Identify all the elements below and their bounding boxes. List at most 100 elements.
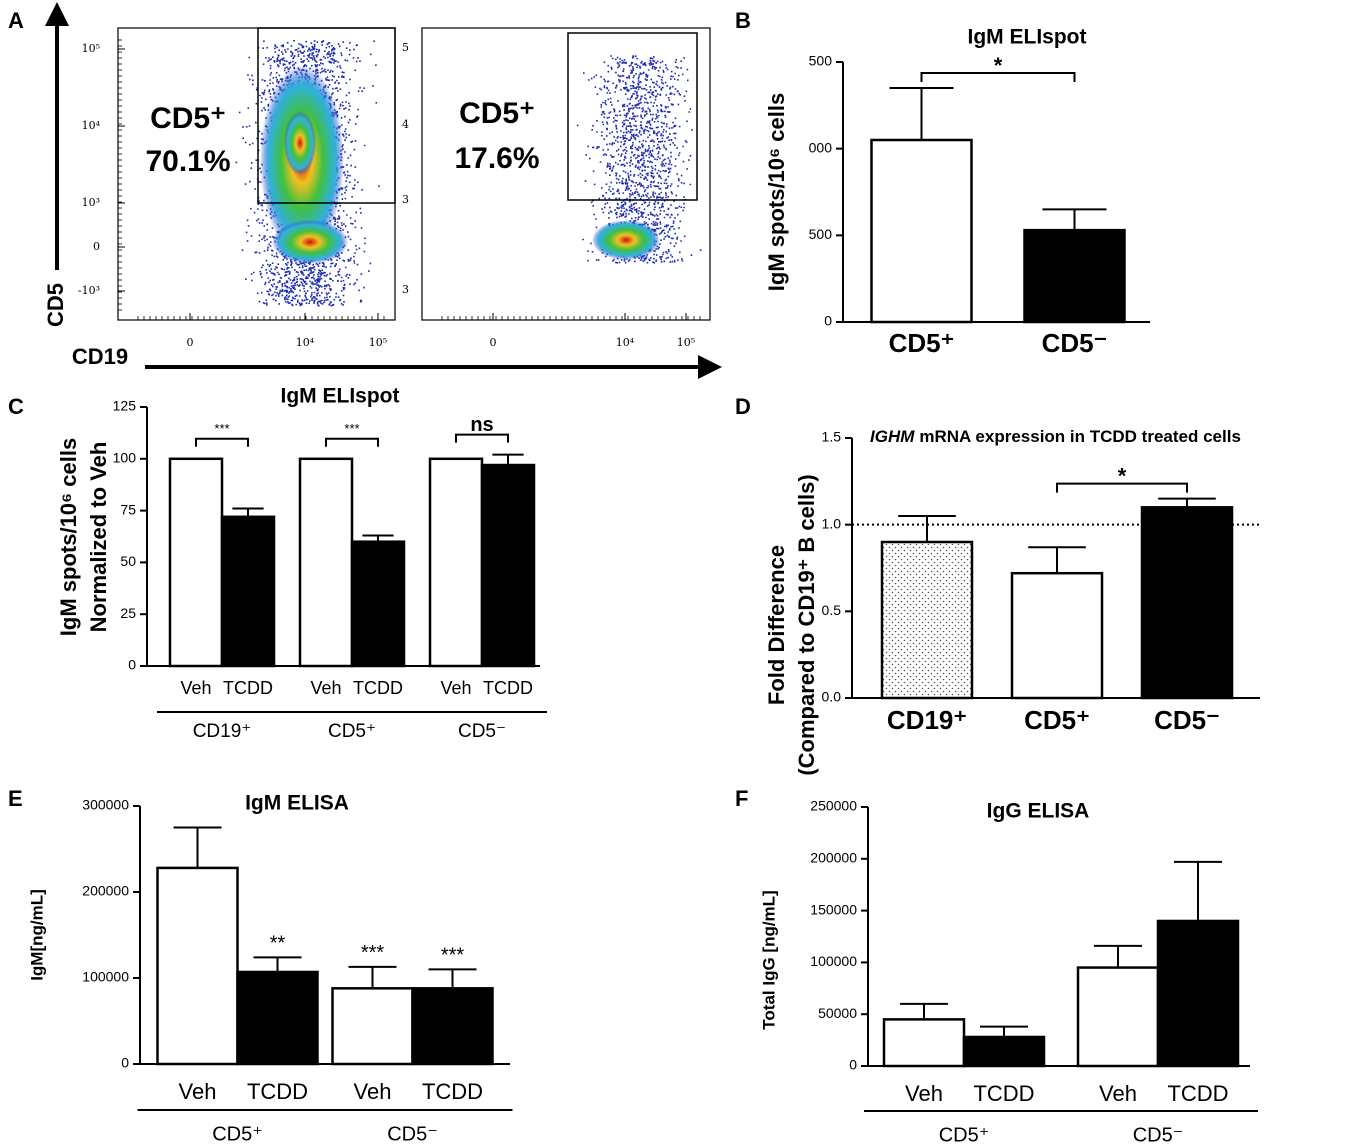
group-label: CD5⁺ xyxy=(328,721,376,742)
y-tick-fragment: 3 xyxy=(402,193,409,206)
x-tick-label: CD5⁻ xyxy=(1042,328,1108,358)
y-axis-label: IgM spots/10⁶ cells xyxy=(764,93,789,291)
y-tick-label: 0 xyxy=(128,657,136,673)
chart-title: IgM ELIspot xyxy=(281,385,400,408)
x-tick-label: TCDD xyxy=(483,678,533,698)
bar xyxy=(236,970,319,1066)
y-tick-label: 100000 xyxy=(810,953,857,969)
bar xyxy=(156,866,239,1066)
significance-label: *** xyxy=(214,421,229,436)
group-label: CD19⁺ xyxy=(193,721,252,742)
error-bar xyxy=(889,87,954,140)
significance-label: ** xyxy=(270,933,286,955)
y-tick-label: 500 xyxy=(809,53,833,69)
significance-label: * xyxy=(994,53,1003,78)
bar xyxy=(1010,571,1104,700)
y-tick-fragment: 4 xyxy=(402,118,409,131)
event-cloud xyxy=(576,55,702,264)
error-bar xyxy=(348,965,397,989)
bar xyxy=(870,138,973,324)
y-tick-label: 100 xyxy=(113,450,137,466)
title-text: mRNA expression in TCDD treated cells xyxy=(919,427,1241,446)
chart-title: IgM ELIspot xyxy=(968,26,1087,49)
bar xyxy=(1023,228,1126,324)
significance-bracket xyxy=(195,437,249,447)
error-bar xyxy=(492,453,524,466)
error-bar xyxy=(1094,944,1142,968)
title-gene: IGHM xyxy=(870,427,915,446)
y-tick-label: 100000 xyxy=(82,969,129,985)
y-axis-label: (Compared to CD19⁺ B cells) xyxy=(794,474,819,775)
x-tick-label: TCDD xyxy=(247,1079,308,1104)
y-tick-label: 0.0 xyxy=(822,689,842,705)
x-tick-label: TCDD xyxy=(973,1081,1034,1106)
y-axis-label: IgM[ng/mL] xyxy=(27,889,46,981)
x-tick-label: TCDD xyxy=(422,1079,483,1104)
y-tick-label: 75 xyxy=(120,501,136,517)
y-tick-label: 0 xyxy=(824,313,832,329)
bar xyxy=(350,540,406,668)
y-tick-label: 0 xyxy=(121,1055,129,1071)
y-tick-label: 10⁴ xyxy=(82,119,101,132)
x-tick-label: 0 xyxy=(490,336,497,349)
x-tick-label: CD5⁺ xyxy=(1024,705,1090,735)
y-tick-fragment: 5 xyxy=(402,41,409,54)
x-tick-label: 10⁴ xyxy=(616,336,635,349)
y-tick-label: 300000 xyxy=(82,797,129,813)
x-tick-label: 10⁵ xyxy=(677,336,695,349)
gate xyxy=(567,32,698,201)
x-axis-label: CD19 xyxy=(72,344,128,369)
group-label: CD5⁻ xyxy=(387,1123,438,1145)
y-tick-label: 150000 xyxy=(810,901,857,917)
density-hotspot xyxy=(592,220,660,260)
bar xyxy=(1076,966,1160,1068)
chart-title: IGHM mRNA expression in TCDD treated cell… xyxy=(870,427,1241,446)
error-bar xyxy=(980,1025,1028,1037)
x-tick-label: CD5⁺ xyxy=(889,328,955,358)
bar xyxy=(962,1035,1046,1068)
chart-title: IgG ELISA xyxy=(987,800,1090,823)
bar xyxy=(428,457,484,668)
x-tick-label: Veh xyxy=(440,678,471,698)
panel-label: E xyxy=(8,786,23,811)
x-tick-label: Veh xyxy=(180,678,211,698)
y-tick-label: 0 xyxy=(93,240,100,253)
y-tick-label: 50 xyxy=(120,553,136,569)
gate-percent: 17.6% xyxy=(454,142,539,175)
significance-label: ns xyxy=(470,414,493,436)
y-axis-label: Fold Difference xyxy=(764,545,789,705)
error-bar xyxy=(173,826,222,868)
density-hotspot xyxy=(272,220,348,264)
panel-label: A xyxy=(8,8,24,33)
x-tick-label: 0 xyxy=(187,336,194,349)
y-tick-label: 200000 xyxy=(82,883,129,899)
bar xyxy=(298,457,354,668)
panel-label: F xyxy=(735,786,748,811)
significance-label: *** xyxy=(344,421,359,436)
y-tick-label: 1.0 xyxy=(822,515,842,531)
x-tick-label: 10⁵ xyxy=(369,336,387,349)
y-tick-label: 1.5 xyxy=(822,429,842,445)
plot-frame xyxy=(117,27,396,321)
group-label: CD5⁺ xyxy=(939,1124,990,1146)
y-tick-label: 0 xyxy=(849,1057,857,1073)
y-axis-label: IgM spots/10⁶ cells xyxy=(56,438,81,636)
gate-label: CD5⁺ xyxy=(459,97,535,130)
bar xyxy=(480,463,536,668)
error-bar xyxy=(1028,546,1086,574)
group-label: CD5⁻ xyxy=(1133,1124,1184,1146)
panel-label: B xyxy=(735,8,751,33)
x-tick-label: TCDD xyxy=(223,678,273,698)
y-axis-label: CD5 xyxy=(43,283,68,327)
significance-label: * xyxy=(1118,463,1127,488)
panel-label: C xyxy=(8,394,24,419)
y-tick-label: 125 xyxy=(113,398,137,414)
x-tick-label: Veh xyxy=(354,1079,392,1104)
y-tick-label: 10⁵ xyxy=(82,42,100,55)
gate-percent: 70.1% xyxy=(145,145,230,178)
y-axis-label: Total IgG [ng/mL] xyxy=(759,890,778,1029)
bar xyxy=(1156,919,1240,1068)
x-tick-label: CD5⁻ xyxy=(1154,705,1220,735)
y-axis-label: Normalized to Veh xyxy=(86,442,111,633)
y-tick-label: 500 xyxy=(809,226,833,242)
